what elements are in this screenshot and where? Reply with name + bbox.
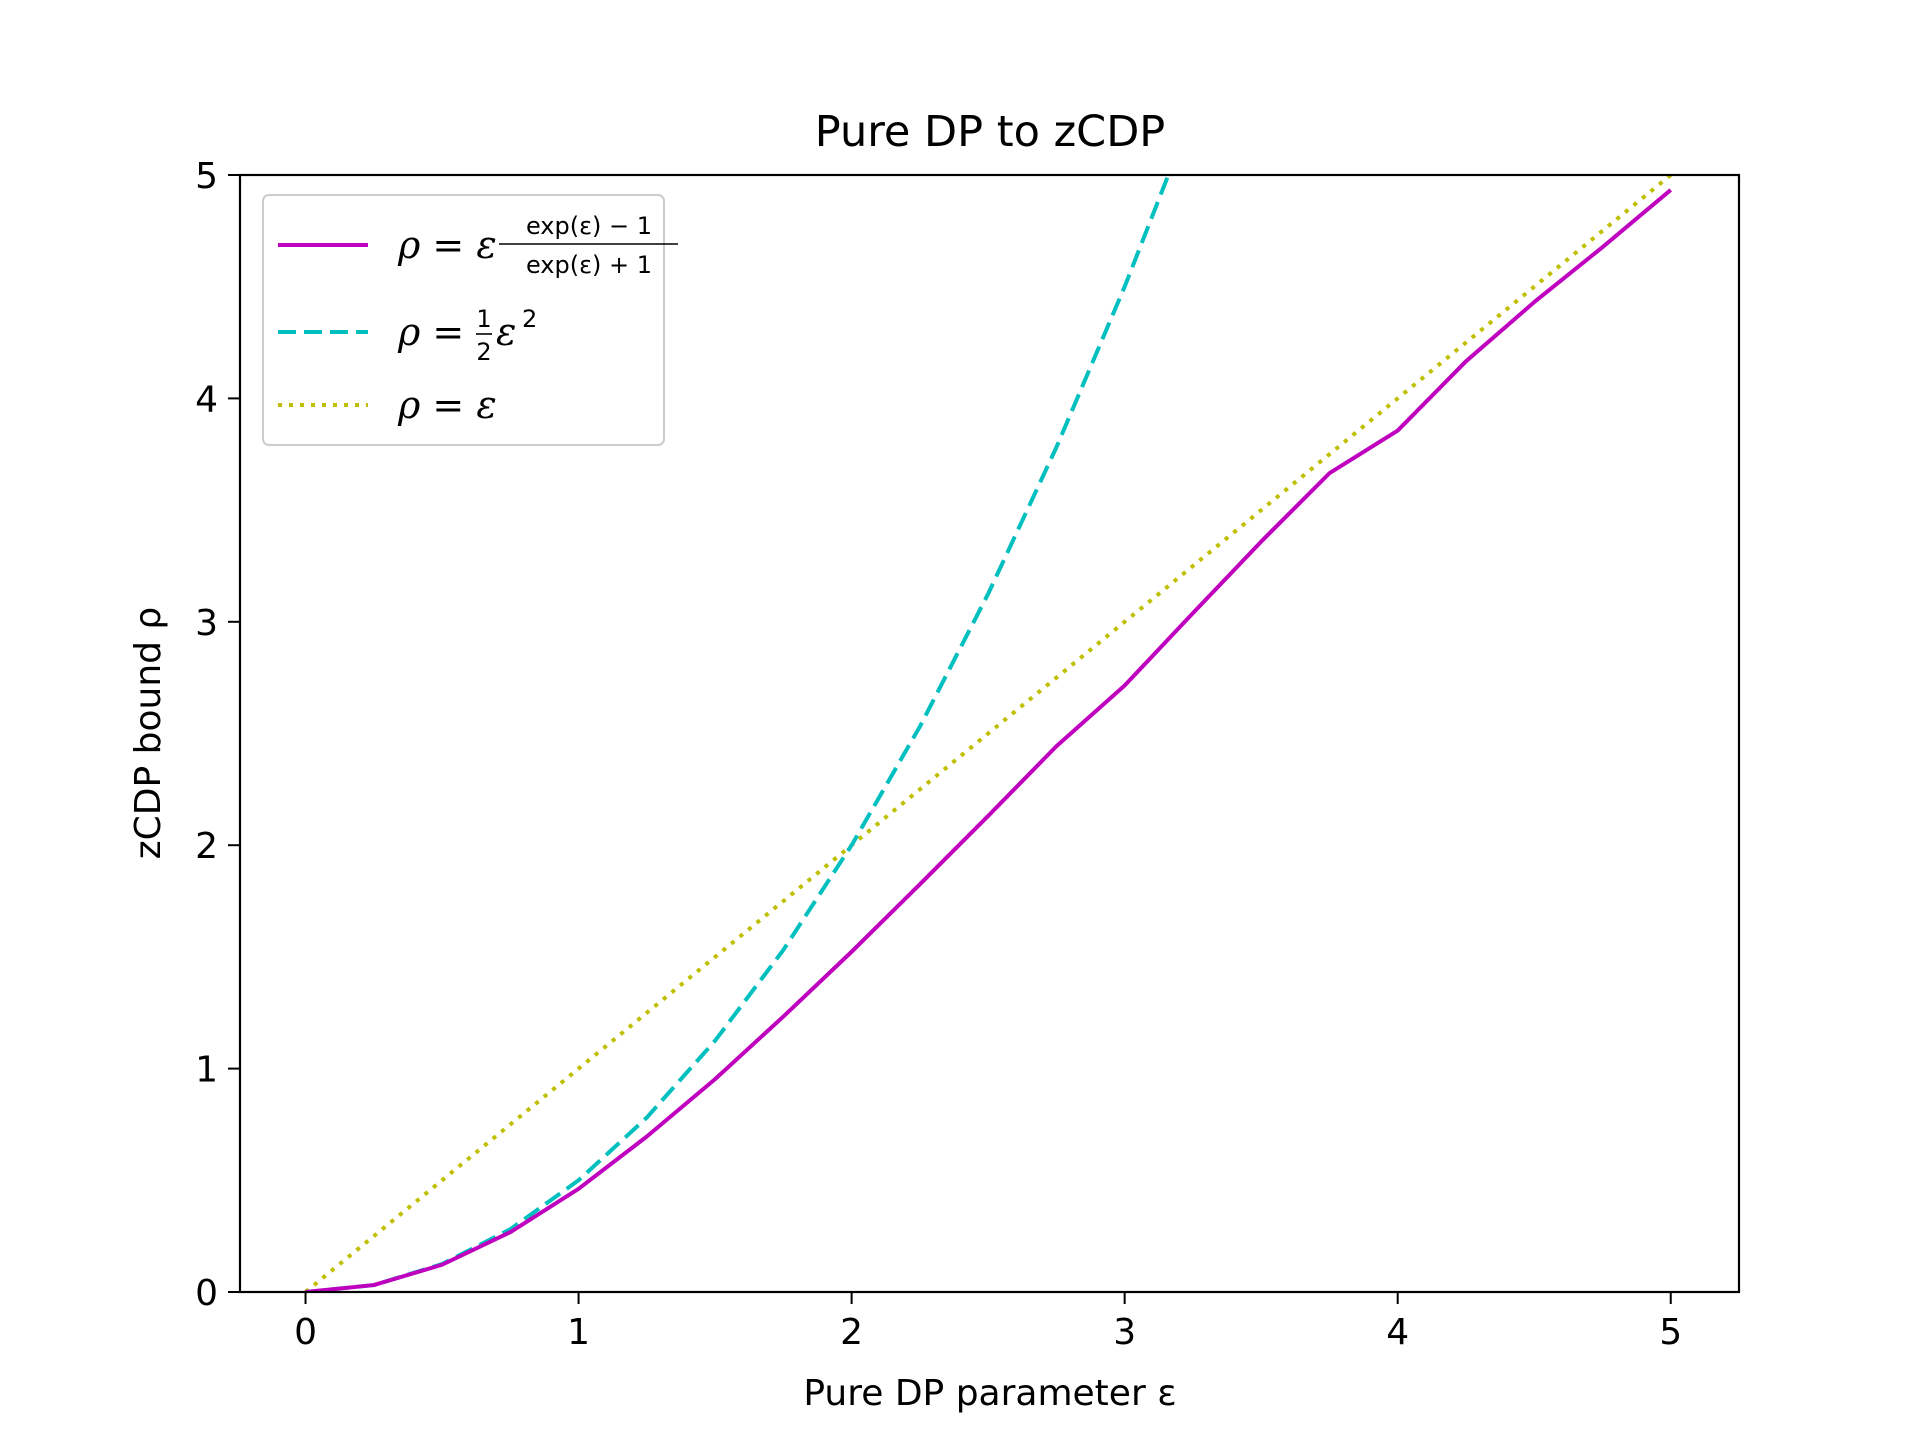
- y-tick-label: 4: [195, 379, 218, 420]
- y-tick-label: 2: [195, 826, 218, 867]
- series-layer: [304, 175, 1673, 1292]
- legend: ρ = ε exp(ε) − 1 exp(ε) + 1 ρ = 1 2 ε 2 …: [262, 194, 678, 446]
- legend-frame: [262, 194, 665, 446]
- y-tick-label: 5: [195, 156, 218, 197]
- legend-label-exp-bound-denominator: exp(ε) + 1: [526, 251, 652, 279]
- y-tick-label: 3: [195, 603, 218, 644]
- series-line-half-square: [305, 175, 1171, 1292]
- y-tick-label: 0: [195, 1273, 218, 1314]
- y-axis: 0 1 2 3 4 5: [195, 156, 240, 1314]
- y-tick-label: 1: [195, 1050, 218, 1091]
- x-axis: 0 1 2 3 4 5: [294, 1292, 1682, 1353]
- legend-label-exp-bound: ρ = ε: [397, 223, 497, 267]
- legend-label-exp-bound-numerator: exp(ε) − 1: [526, 212, 652, 240]
- legend-label-half-square-denominator: 2: [476, 338, 491, 366]
- legend-label-half-square-numerator: 1: [476, 305, 491, 333]
- x-tick-label: 4: [1386, 1312, 1409, 1353]
- x-tick-label: 1: [567, 1312, 590, 1353]
- legend-label-half-square-epsilon: ε: [496, 310, 516, 354]
- plot-frame: [238, 173, 1741, 1294]
- y-axis-label: zCDP bound ρ: [128, 607, 169, 860]
- chart-title: Pure DP to zCDP: [815, 107, 1165, 157]
- legend-label-half-square-lhs: ρ =: [397, 310, 464, 354]
- x-axis-label: Pure DP parameter ε: [803, 1373, 1176, 1414]
- legend-label-half-square-exponent: 2: [522, 305, 537, 333]
- series-line-exp-bound: [305, 188, 1673, 1292]
- legend-label-exp-bound-lhs: ρ = ε: [397, 223, 497, 267]
- x-tick-label: 0: [294, 1312, 317, 1353]
- x-tick-label: 2: [840, 1312, 863, 1353]
- x-tick-label: 5: [1659, 1312, 1682, 1353]
- series-line-identity: [304, 175, 1673, 1292]
- legend-label-identity: ρ = ε: [397, 383, 497, 427]
- x-tick-label: 3: [1113, 1312, 1136, 1353]
- legend-label-half-square: ρ =: [397, 310, 464, 354]
